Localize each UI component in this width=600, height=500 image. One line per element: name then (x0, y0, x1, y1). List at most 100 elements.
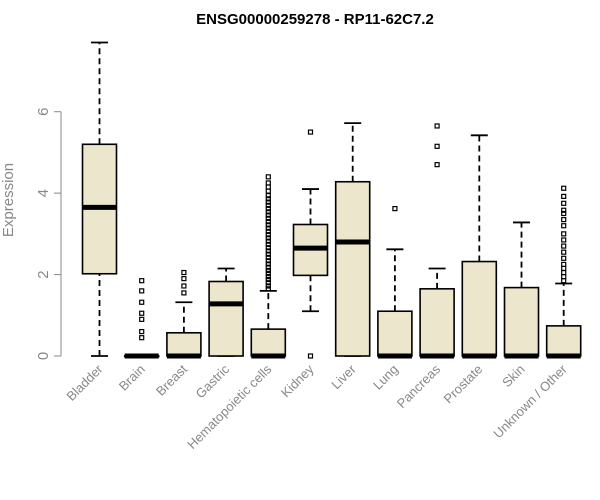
box-7 (377, 206, 413, 359)
outlier-point (139, 278, 145, 284)
iqr-box (166, 331, 202, 357)
box-3 (208, 267, 244, 357)
outlier-point (265, 245, 271, 251)
outlier-point (561, 261, 567, 267)
outlier-point (561, 274, 567, 280)
outlier-point (265, 184, 271, 190)
outlier-point (265, 215, 271, 221)
iqr-box (377, 310, 413, 357)
outlier-point (561, 185, 567, 191)
outlier-point (265, 188, 271, 194)
outlier-point (307, 129, 314, 135)
box-1 (123, 278, 160, 359)
box-0 (81, 41, 118, 357)
x-tick-label: Skin (499, 362, 527, 390)
box-9 (461, 134, 498, 359)
outlier-point (139, 328, 145, 335)
outlier-point (181, 269, 187, 276)
box-8 (419, 123, 455, 359)
outlier-point (434, 123, 440, 129)
x-tick-label: Kidney (278, 361, 317, 400)
outlier-point (265, 286, 271, 292)
outlier-point (265, 264, 271, 270)
outlier-point (265, 241, 271, 248)
outlier-point (265, 180, 271, 186)
outlier-point (265, 280, 271, 286)
outlier-point (265, 228, 271, 235)
outlier-point (265, 219, 271, 225)
outlier-point (561, 231, 567, 237)
outlier-point (265, 261, 271, 267)
x-tick-label: Breast (153, 361, 190, 398)
x-tick-label: Brain (116, 362, 148, 394)
x-tick-label: Prostate (441, 362, 486, 407)
iqr-box (503, 286, 540, 357)
outlier-point (265, 254, 271, 261)
x-tick-label: Bladder (63, 361, 106, 404)
outlier-point (265, 212, 271, 218)
iqr-box (208, 280, 244, 357)
y-axis-label: Expression (0, 163, 17, 237)
outlier-point (181, 290, 187, 296)
outlier-point (139, 316, 145, 322)
outlier-point (265, 238, 271, 244)
outlier-point (561, 193, 567, 199)
outlier-point (561, 207, 567, 213)
box-6 (334, 122, 371, 357)
outlier-point (265, 235, 271, 241)
outlier-point (265, 267, 271, 274)
y-tick-label: 2 (35, 270, 52, 278)
x-tick-label: Lung (370, 362, 401, 393)
box-2 (166, 269, 202, 359)
outlier-point (265, 206, 271, 212)
x-tick-label: Unknown / Other (490, 361, 570, 441)
iqr-box (419, 288, 455, 357)
iqr-box (545, 325, 582, 357)
outlier-point (265, 174, 271, 180)
x-tick-label: Liver (328, 361, 359, 392)
outlier-point (265, 276, 271, 283)
outlier-point (561, 200, 567, 206)
outlier-point (561, 249, 567, 255)
outlier-point (561, 217, 567, 223)
outlier-point (561, 255, 567, 261)
box-11 (545, 185, 582, 359)
boxes-group (81, 41, 582, 359)
outlier-point (265, 202, 271, 208)
outlier-point (561, 269, 567, 276)
outlier-point (265, 274, 271, 280)
chart-title: ENSG00000259278 - RP11-62C7.2 (196, 11, 434, 28)
outlier-point (392, 206, 398, 212)
outlier-point (265, 248, 271, 254)
outlier-point (561, 223, 567, 229)
outlier-point (139, 310, 145, 316)
y-tick-label: 0 (35, 352, 52, 360)
outlier-point (265, 196, 271, 202)
x-tick-label: Gastric (193, 361, 233, 401)
y-axis: 0 2 4 6 (35, 108, 62, 360)
outlier-point (561, 243, 567, 249)
outlier-point (561, 210, 567, 217)
outlier-point (181, 276, 187, 282)
x-tick-label: Pancreas (394, 361, 444, 411)
iqr-box (334, 180, 371, 357)
outlier-point (265, 225, 271, 231)
outlier-point (139, 335, 145, 341)
outlier-point (561, 278, 567, 284)
outlier-point (265, 270, 271, 276)
outlier-point (434, 162, 440, 168)
outlier-point (265, 209, 271, 215)
iqr-box (461, 260, 498, 357)
outlier-point (181, 283, 187, 289)
outlier-point (434, 143, 440, 149)
outlier-point (561, 265, 567, 272)
outlier-point (265, 232, 271, 238)
outlier-point (139, 288, 145, 294)
outlier-point (139, 299, 145, 305)
box-4 (250, 174, 287, 359)
outlier-point (265, 258, 271, 264)
outlier-point (265, 283, 271, 289)
outlier-point (561, 237, 567, 243)
